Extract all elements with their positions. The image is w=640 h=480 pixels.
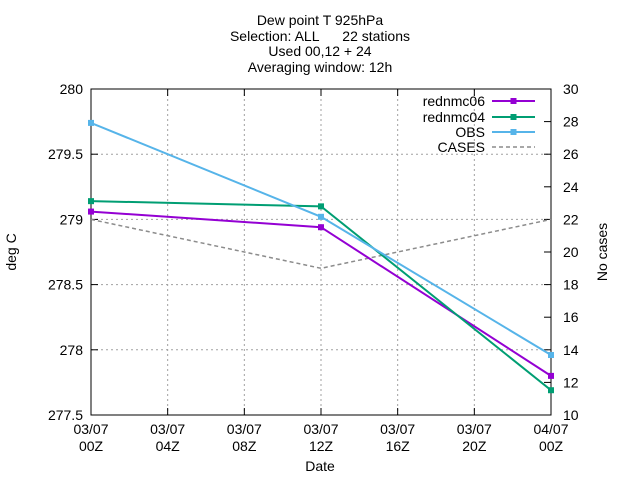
- legend-label-cases: CASES: [438, 139, 485, 155]
- legend-label-rednmc04: rednmc04: [423, 109, 485, 125]
- legend-label-rednmc06: rednmc06: [423, 93, 485, 109]
- x-tick-label-date: 03/07: [380, 421, 415, 437]
- y-tick-label: 277.5: [48, 407, 83, 423]
- chart-title-line-3: Used 00,12 + 24: [268, 43, 372, 59]
- x-tick-label-date: 03/07: [303, 421, 338, 437]
- x-tick-label-date: 03/07: [150, 421, 185, 437]
- y2-tick-label: 24: [563, 179, 579, 195]
- y-tick-label: 279.5: [48, 146, 83, 162]
- x-tick-label-date: 03/07: [73, 421, 108, 437]
- x-axis-label: Date: [305, 458, 335, 474]
- y2-tick-label: 16: [563, 309, 579, 325]
- data-point-rednmc04: [548, 387, 554, 394]
- y2-axis-label: No cases: [594, 223, 610, 281]
- y-tick-label: 279: [60, 211, 84, 227]
- x-tick-label-hour: 00Z: [539, 438, 564, 454]
- legend-marker-rednmc06: [510, 98, 517, 104]
- y2-tick-label: 22: [563, 211, 579, 227]
- y2-tick-label: 28: [563, 114, 579, 130]
- legend-label-obs: OBS: [455, 124, 485, 140]
- chart-title-line-1: Dew point T 925hPa: [256, 12, 384, 28]
- y2-tick-label: 18: [563, 277, 579, 293]
- data-point-rednmc04: [318, 203, 324, 210]
- x-tick-label-hour: 20Z: [462, 438, 487, 454]
- data-point-rednmc06: [548, 372, 554, 379]
- data-point-rednmc06: [318, 224, 324, 231]
- y2-tick-label: 20: [563, 244, 579, 260]
- y2-tick-label: 10: [563, 407, 579, 423]
- chart-title-line-2: Selection: ALL 22 stations: [229, 28, 411, 44]
- y-tick-label: 278: [60, 342, 84, 358]
- legend-marker-rednmc04: [510, 114, 517, 120]
- series-line-cases: [90, 218, 552, 270]
- data-point-obs: [88, 119, 94, 126]
- data-point-obs: [548, 352, 554, 359]
- plot-frame: [90, 88, 552, 416]
- y-tick-label: 280: [60, 81, 84, 97]
- y-axis-label: deg C: [3, 233, 19, 270]
- data-point-rednmc06: [88, 208, 94, 215]
- y2-tick-label: 26: [563, 146, 579, 162]
- data-point-rednmc04: [88, 198, 94, 205]
- x-tick-label-hour: 00Z: [79, 438, 104, 454]
- y-tick-label: 278.5: [48, 277, 83, 293]
- legend-marker-obs: [510, 129, 517, 135]
- y2-tick-label: 14: [563, 342, 579, 358]
- y2-tick-label: 30: [563, 81, 579, 97]
- x-tick-label-date: 03/07: [457, 421, 492, 437]
- y2-tick-label: 12: [563, 374, 579, 390]
- x-tick-label-date: 04/07: [533, 421, 568, 437]
- x-tick-label-hour: 08Z: [232, 438, 257, 454]
- series-line-rednmc06: [90, 210, 552, 377]
- x-tick-label-hour: 16Z: [386, 438, 411, 454]
- chart-title-line-4: Averaging window: 12h: [247, 59, 393, 75]
- x-tick-label-hour: 04Z: [156, 438, 181, 454]
- x-tick-label-date: 03/07: [227, 421, 262, 437]
- data-point-obs: [318, 213, 324, 220]
- x-tick-label-hour: 12Z: [309, 438, 334, 454]
